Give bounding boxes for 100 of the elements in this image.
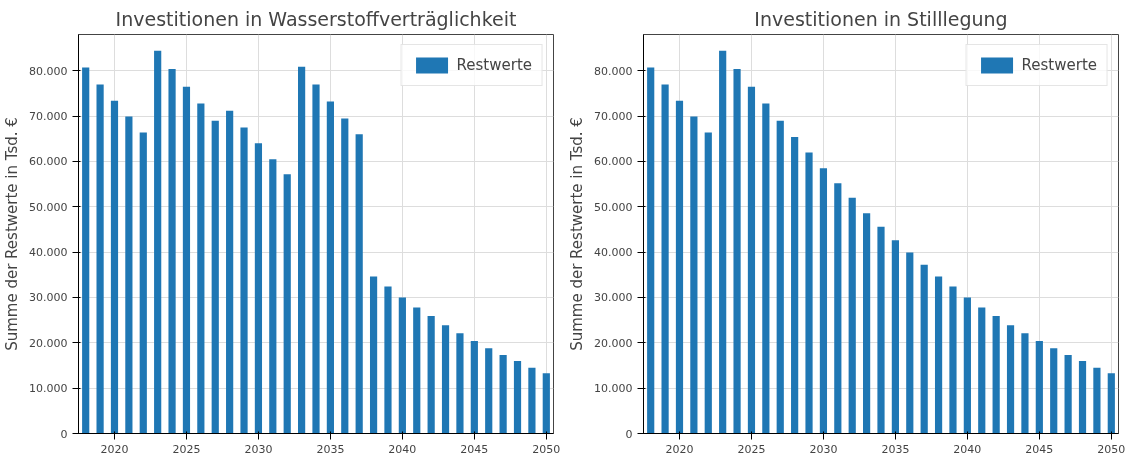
y-tick-label: 20.000 <box>29 336 68 350</box>
bar <box>733 68 741 434</box>
bar <box>182 86 191 434</box>
bar <box>110 100 119 434</box>
x-tick-label: 2025 <box>172 442 201 456</box>
bar <box>298 66 306 434</box>
bar <box>456 333 464 434</box>
bar <box>528 367 536 434</box>
bar <box>326 101 334 434</box>
bar <box>254 143 263 434</box>
bar <box>441 325 450 434</box>
bar <box>485 348 493 434</box>
x-tick-label: 2020 <box>100 442 129 456</box>
bar <box>690 116 698 434</box>
bar <box>139 132 147 434</box>
x-tick-label: 2030 <box>244 442 273 456</box>
bar <box>283 174 291 434</box>
bar <box>920 264 928 434</box>
bar <box>413 307 421 434</box>
y-tick-label: 20.000 <box>594 336 633 350</box>
bar <box>791 136 799 434</box>
legend-label: Restwerte <box>1021 56 1097 74</box>
bar <box>863 213 871 434</box>
x-tick-label: 2050 <box>1097 442 1126 456</box>
x-tick-label: 2045 <box>1025 442 1054 456</box>
bar <box>704 132 712 434</box>
bar <box>398 297 406 434</box>
y-tick-label: 70.000 <box>29 110 68 124</box>
y-tick-label: 10.000 <box>594 382 633 396</box>
y-axis-title: Summe der Restwerte in Tsd. € <box>568 117 587 351</box>
x-tick-label: 2050 <box>532 442 561 456</box>
y-tick-label: 50.000 <box>29 200 68 214</box>
bar <box>82 67 90 434</box>
bar <box>805 152 813 434</box>
bar <box>834 183 842 434</box>
bar <box>355 134 363 434</box>
bar <box>934 276 943 434</box>
bar <box>125 116 133 434</box>
bar <box>1107 373 1115 434</box>
bar <box>1021 333 1029 434</box>
bar <box>226 110 234 434</box>
x-tick-label: 2035 <box>881 442 910 456</box>
bar <box>513 360 522 434</box>
bar <box>369 276 378 434</box>
bar <box>341 118 349 434</box>
bar <box>963 297 971 434</box>
x-tick-label: 2030 <box>809 442 838 456</box>
bar <box>747 86 756 434</box>
x-tick-label: 2040 <box>953 442 982 456</box>
bar <box>269 159 277 434</box>
y-tick-label: 70.000 <box>594 110 633 124</box>
x-tick-label: 2025 <box>737 442 766 456</box>
y-tick-label: 50.000 <box>594 200 633 214</box>
bar <box>499 355 507 434</box>
bar <box>240 127 248 434</box>
y-tick-label: 60.000 <box>594 155 633 169</box>
bar <box>154 50 162 434</box>
legend-label: Restwerte <box>456 56 532 74</box>
x-tick-label: 2035 <box>316 442 345 456</box>
bar <box>978 307 986 434</box>
bar <box>1050 348 1058 434</box>
y-tick-label: 0 <box>60 427 68 441</box>
y-tick-label: 80.000 <box>29 64 68 78</box>
bar <box>427 316 435 434</box>
y-tick-label: 60.000 <box>29 155 68 169</box>
chart-title: Investitionen in Wasserstoffverträglichkeit <box>115 7 517 30</box>
x-tick-label: 2040 <box>388 442 417 456</box>
bar <box>906 252 914 434</box>
chart-title: Investitionen in Stilllegung <box>754 7 1008 30</box>
x-tick-label: 2045 <box>460 442 489 456</box>
bar <box>949 286 957 434</box>
bar <box>197 103 205 434</box>
bar <box>877 226 885 434</box>
bar <box>211 120 219 434</box>
y-tick-label: 10.000 <box>29 382 68 396</box>
y-tick-label: 0 <box>625 427 633 441</box>
bar <box>384 286 392 434</box>
y-tick-label: 80.000 <box>594 64 633 78</box>
bar <box>542 373 550 434</box>
bar <box>661 84 669 434</box>
bar <box>891 240 899 434</box>
y-tick-label: 30.000 <box>29 291 68 305</box>
bar <box>1064 355 1072 434</box>
y-tick-label: 40.000 <box>594 246 633 260</box>
bar <box>992 316 1000 434</box>
bar <box>1078 360 1087 434</box>
bar <box>96 84 104 434</box>
bar <box>819 168 828 434</box>
bar <box>647 67 655 434</box>
bar <box>675 100 684 434</box>
bar <box>312 84 320 434</box>
x-tick-label: 2020 <box>665 442 694 456</box>
bar <box>848 197 856 434</box>
bar <box>776 120 784 434</box>
y-tick-label: 30.000 <box>594 291 633 305</box>
bar <box>762 103 770 434</box>
bar <box>1035 341 1043 434</box>
bar <box>470 341 478 434</box>
bar <box>719 50 727 434</box>
y-tick-label: 40.000 <box>29 246 68 260</box>
